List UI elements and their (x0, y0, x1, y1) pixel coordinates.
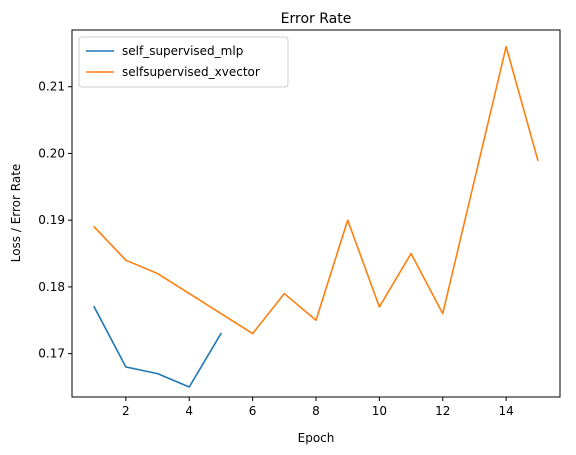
x-tick-label-12: 12 (435, 404, 450, 418)
y-tick-label-2: 0.19 (38, 213, 65, 227)
legend-frame (78, 36, 289, 88)
x-tick-label-4: 4 (185, 404, 193, 418)
x-axis-label: Epoch (298, 431, 335, 445)
y-tick-label-1: 0.18 (38, 280, 65, 294)
y-tick-label-3: 0.20 (38, 146, 65, 160)
series-line-self-supervised-mlp (93, 305, 223, 388)
y-axis-label: Loss / Error Rate (9, 164, 23, 263)
x-tick-label-14: 14 (498, 404, 513, 418)
x-axis-ticks: 2 4 6 8 10 12 14 (122, 397, 514, 418)
chart-title: Error Rate (281, 11, 352, 27)
y-axis-ticks: 0.17 0.18 0.19 0.20 0.21 (38, 80, 72, 361)
series-layer (93, 45, 539, 388)
series-line-selfsupervised-xvector (93, 45, 539, 335)
x-tick-label-10: 10 (372, 404, 387, 418)
legend-entry-selfsupervised-xvector: selfsupervised_xvector (122, 65, 260, 79)
x-tick-label-6: 6 (249, 404, 257, 418)
y-tick-label-0: 0.17 (38, 347, 65, 361)
x-tick-label-8: 8 (312, 404, 320, 418)
legend: self_supervised_mlp selfsupervised_xvect… (78, 36, 289, 88)
legend-entry-self-supervised-mlp: self_supervised_mlp (122, 44, 243, 58)
y-tick-label-4: 0.21 (38, 80, 65, 94)
x-tick-label-2: 2 (122, 404, 130, 418)
